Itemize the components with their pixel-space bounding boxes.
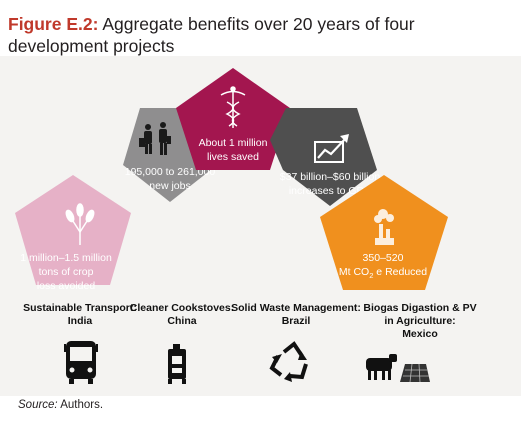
project-biogas-label: Biogas Digastion & PV in Agriculture: Me…: [352, 302, 488, 341]
benefit-lives-line2: lives saved: [207, 151, 259, 163]
caduceus-icon: [220, 86, 246, 128]
benefit-crop-line2: tons of crop: [39, 266, 94, 278]
project-cookstoves-country: China: [167, 315, 197, 327]
benefit-jobs-line2: new jobs: [149, 180, 190, 192]
pentagon-pink: [15, 175, 131, 285]
source-note: Source: Authors.: [18, 399, 103, 411]
pentagon-orange: [320, 175, 448, 290]
project-transport-label: Sustainable Transport: India: [10, 302, 150, 328]
benefit-gdp-line2: increases to GDP: [289, 185, 371, 197]
benefit-emissions-line2: Mt CO2 e Reduced: [339, 266, 427, 280]
project-waste-label: Solid Waste Management: Brazil: [226, 302, 366, 328]
travelers-icon: [139, 122, 171, 155]
source-label: Source:: [18, 399, 58, 411]
project-cookstoves-label: Cleaner Cookstoves: China: [128, 302, 236, 328]
project-waste-name: Solid Waste Management:: [231, 302, 361, 314]
benefit-crop-line1: 1 million–1.5 million: [20, 252, 112, 264]
pentagon-dark-gray: [270, 108, 377, 206]
project-biogas-name2: in Agriculture:: [384, 315, 456, 327]
benefit-gdp-line1: $37 billion–$60 billion: [280, 171, 381, 183]
project-cookstoves-name: Cleaner Cookstoves:: [129, 302, 235, 314]
recycle-icon: [269, 341, 308, 382]
benefit-jobs-line1: 195,000 to 261,000: [125, 166, 216, 178]
figure-title: Figure E.2: Aggregate benefits over 20 y…: [8, 13, 508, 57]
benefit-emissions-rest: e Reduced: [373, 266, 427, 278]
project-biogas-name: Biogas Digastion & PV: [363, 302, 477, 314]
wheat-icon: [65, 203, 95, 245]
project-biogas-country: Mexico: [402, 328, 438, 340]
project-transport-country: India: [67, 315, 93, 327]
source-text: Authors.: [57, 399, 104, 411]
benefit-emissions: 350–520 Mt CO2 e Reduced: [320, 175, 448, 290]
project-transport-name: Sustainable Transport:: [23, 302, 137, 314]
benefit-gdp: $37 billion–$60 billion increases to GDP: [270, 108, 380, 206]
cookstove-icon: [168, 344, 186, 384]
benefit-emissions-line1: 350–520: [363, 252, 404, 264]
benefit-crop-loss: 1 million–1.5 million tons of crop loss …: [15, 175, 131, 292]
project-waste-country: Brazil: [281, 315, 311, 327]
benefit-lives-line1: About 1 million: [199, 137, 268, 149]
benefit-crop-line3: loss avoided: [37, 280, 96, 292]
cow-solar-panel-icon: [366, 354, 430, 383]
growth-chart-icon: [314, 134, 349, 163]
factory-icon: [374, 209, 394, 245]
bus-icon: [64, 341, 98, 384]
figure-label: Figure E.2:: [8, 14, 99, 34]
benefit-lives: About 1 million lives saved: [176, 68, 290, 170]
benefit-emissions-subscript: 2: [369, 271, 373, 280]
figure-title-text: Aggregate benefits over 20 years of four…: [8, 14, 415, 56]
benefit-emissions-unit: Mt CO: [339, 266, 369, 278]
